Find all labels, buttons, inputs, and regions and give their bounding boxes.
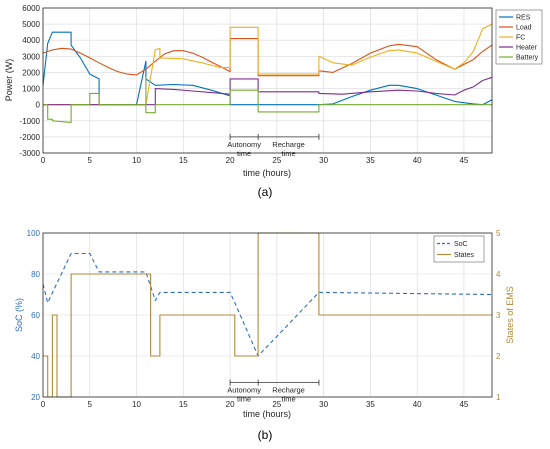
chart-a-annotation-recharge: Recharge time — [272, 140, 305, 158]
chart-a-y-tick-label: 6000 — [22, 4, 40, 13]
chart-a-y-tick-label: 4000 — [22, 36, 40, 45]
chart-b-y2-tick-label: 4 — [496, 270, 501, 279]
chart-b-y2-tick-label: 1 — [496, 393, 501, 402]
chart-b-legend-box — [433, 235, 485, 263]
chart-a-y-tick-label: 5000 — [22, 20, 40, 29]
chart-b-series-soc — [42, 252, 493, 357]
chart-a-x-tick-label: 40 — [413, 156, 422, 165]
chart-b-x-tick-label: 45 — [459, 400, 468, 409]
chart-b-y-tick-label: 20 — [31, 393, 40, 402]
chart-b-series — [42, 232, 493, 398]
chart-b-y-tick-label: 80 — [31, 270, 40, 279]
chart-a-y-tick-label: 3000 — [22, 52, 40, 61]
chart-a-x-tick-label: 25 — [272, 156, 281, 165]
chart-a-legend-label-heater: Heater — [516, 45, 538, 52]
chart-a-legend-label-load: Load — [516, 25, 532, 32]
chart-a-series-heater — [43, 76, 493, 106]
chart-b-y-tick-label: 60 — [31, 311, 40, 320]
chart-a-legend-label-battery: Battery — [516, 55, 539, 62]
chart-b-x-tick-label: 10 — [132, 400, 141, 409]
chart-b-y-ticks: 20 40 60 80 100 — [27, 229, 41, 402]
chart-b-annotations: Autonomy time Recharge time — [227, 379, 320, 404]
chart-b-x-tick-label: 25 — [272, 400, 281, 409]
chart-b-y-tick-label: 100 — [27, 229, 41, 238]
chart-b-y-tick-label: 40 — [31, 352, 40, 361]
chart-a-x-tick-label: 5 — [88, 156, 93, 165]
chart-a-series — [42, 23, 493, 123]
chart-b-legend: SoC States — [433, 235, 485, 263]
chart-a-series-battery — [43, 76, 492, 123]
chart-a-legend: RES Load FC Heater Battery — [495, 9, 543, 65]
chart-b-y2-tick-label: 5 — [496, 229, 501, 238]
chart-b-annotation-autonomy: Autonomy time — [227, 386, 261, 404]
chart-b-x-ticks: 0 5 10 15 20 25 30 35 40 45 — [41, 400, 469, 409]
chart-a-annotations: Autonomy time Recharge time — [227, 133, 320, 158]
chart-a-y-tick-label: 0 — [36, 101, 41, 110]
chart-a-x-tick-label: 15 — [179, 156, 188, 165]
chart-a-y-ticks: -3000 -2000 -1000 0 1000 2000 3000 4000 5000 6000 — [20, 4, 41, 158]
chart-a-x-ticks: 0 5 10 15 20 25 30 35 40 45 — [41, 156, 469, 165]
chart-b-x-tick-label: 0 — [41, 400, 46, 409]
chart-a-y-tick-label: -2000 — [20, 133, 41, 142]
chart-a-series-fc — [43, 23, 493, 106]
chart-a-frame — [42, 7, 493, 154]
chart-a-y-tick-label: -3000 — [20, 149, 41, 158]
chart-a-x-tick-label: 20 — [226, 156, 235, 165]
chart-b-x-tick-label: 30 — [319, 400, 328, 409]
chart-a-grid — [42, 7, 492, 154]
chart-a-x-tick-label: 45 — [459, 156, 468, 165]
chart-a-x-label: time (hours) — [243, 168, 291, 178]
chart-a-series-load — [42, 38, 493, 77]
chart-b-frame — [42, 232, 493, 398]
chart-b-annotation-recharge: Recharge time — [272, 386, 305, 404]
chart-a-x-tick-label: 35 — [366, 156, 375, 165]
chart-b-x-tick-label: 35 — [366, 400, 375, 409]
chart-b-y-label: SoC (%) — [14, 298, 24, 332]
caption-b: (b) — [258, 428, 273, 442]
chart-b-x-tick-label: 20 — [226, 400, 235, 409]
chart-a-annotation-autonomy: Autonomy time — [227, 140, 261, 158]
chart-a-power: 0 5 10 15 20 25 30 35 40 45 -3000 -2000 -1000 0 1000 2… — [4, 4, 543, 178]
chart-b-x-tick-label: 5 — [88, 400, 93, 409]
chart-b-y2-label: States of EMS — [505, 286, 515, 344]
chart-a-y-tick-label: 2000 — [22, 68, 40, 77]
chart-a-x-tick-label: 10 — [132, 156, 141, 165]
chart-b-y2-tick-label: 2 — [496, 352, 501, 361]
chart-b-series-states — [43, 232, 492, 398]
chart-b-y2-tick-label: 3 — [496, 311, 501, 320]
chart-b-x-tick-label: 40 — [413, 400, 422, 409]
chart-a-legend-label-fc: FC — [516, 35, 525, 42]
chart-a-y-tick-label: 1000 — [22, 85, 40, 94]
chart-a-legend-box — [495, 9, 543, 65]
chart-b-y2-ticks: 1 2 3 4 5 — [496, 229, 501, 402]
chart-a-y-label: Power (W) — [4, 59, 14, 102]
chart-b-legend-label-soc: SoC — [454, 241, 468, 248]
chart-a-series-res — [42, 31, 493, 106]
chart-a-x-tick-label: 30 — [319, 156, 328, 165]
chart-a-legend-label-res: RES — [516, 15, 531, 22]
chart-b-legend-label-states: States — [454, 252, 474, 259]
chart-b-x-label: time (hours) — [243, 409, 291, 419]
chart-a-x-tick-label: 0 — [41, 156, 46, 165]
caption-a: (a) — [258, 185, 273, 199]
chart-a-y-tick-label: -1000 — [20, 117, 41, 126]
chart-b-x-tick-label: 15 — [179, 400, 188, 409]
